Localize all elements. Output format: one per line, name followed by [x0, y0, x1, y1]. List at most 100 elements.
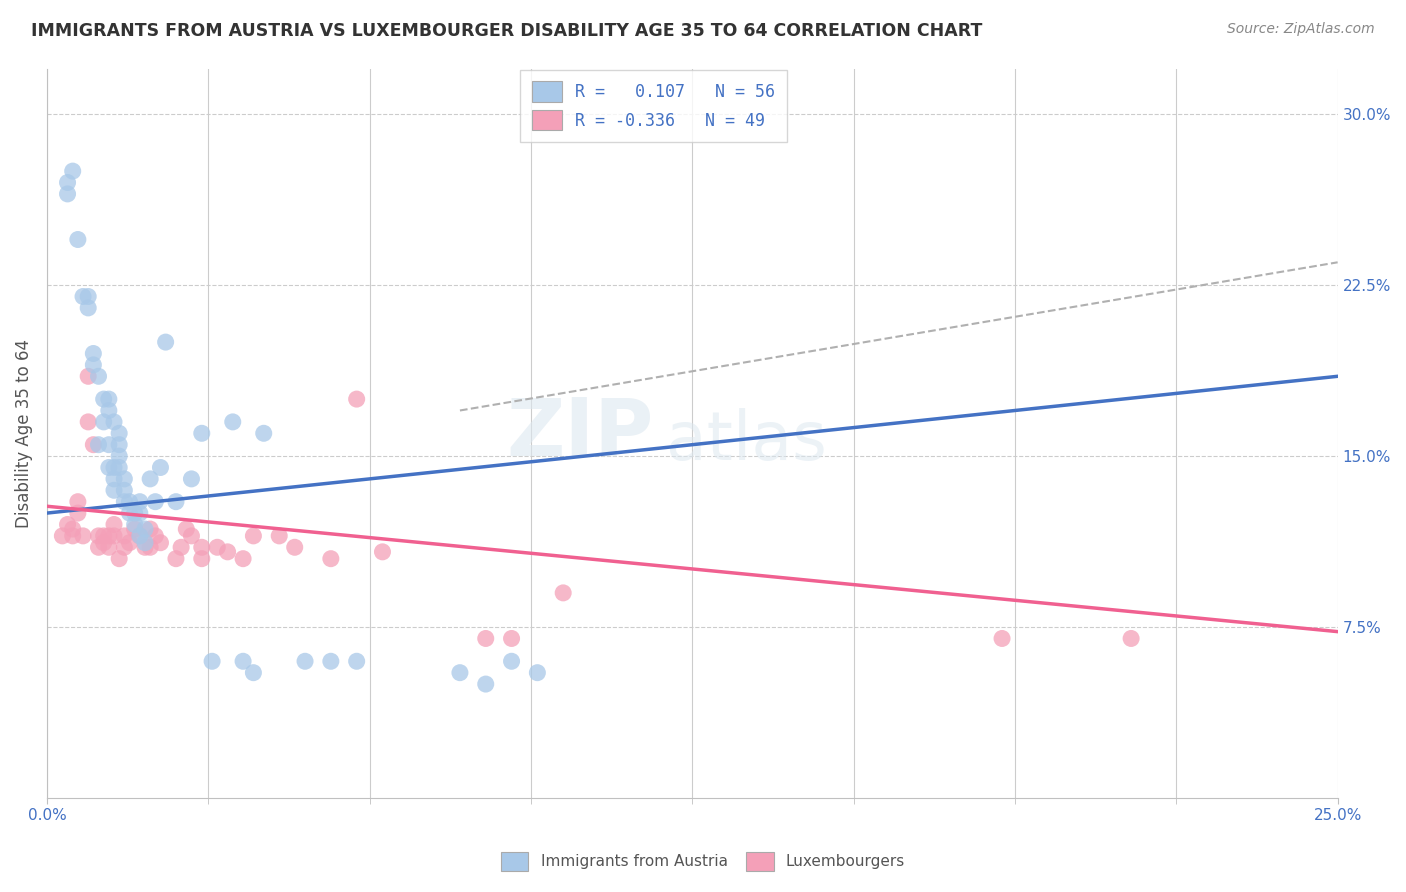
Point: [108, 449, 131, 463]
Point: [346, 392, 368, 406]
Point: [165, 494, 187, 508]
Point: [242, 529, 264, 543]
Point: [371, 545, 394, 559]
Point: [103, 529, 125, 543]
Point: [97, 541, 120, 555]
Point: [139, 472, 162, 486]
Point: [174, 522, 197, 536]
Point: [77, 301, 100, 315]
Point: [253, 426, 276, 441]
Text: atlas: atlas: [666, 408, 827, 474]
Point: [112, 483, 135, 498]
Point: [72, 289, 94, 303]
Point: [222, 415, 245, 429]
Point: [143, 529, 166, 543]
Point: [180, 472, 202, 486]
Point: [128, 529, 150, 543]
Point: [526, 665, 548, 680]
Point: [149, 535, 172, 549]
Point: [1119, 632, 1142, 646]
Point: [191, 426, 214, 441]
Point: [108, 426, 131, 441]
Point: [143, 494, 166, 508]
Point: [103, 460, 125, 475]
Point: [242, 665, 264, 680]
Point: [108, 551, 131, 566]
Point: [112, 494, 135, 508]
Point: [93, 392, 115, 406]
Point: [474, 632, 496, 646]
Point: [155, 335, 177, 350]
Point: [108, 438, 131, 452]
Point: [87, 369, 110, 384]
Point: [501, 632, 523, 646]
Point: [139, 541, 162, 555]
Point: [180, 529, 202, 543]
Point: [82, 358, 104, 372]
Point: [217, 545, 239, 559]
Point: [232, 654, 254, 668]
Point: [103, 483, 125, 498]
Point: [232, 551, 254, 566]
Point: [134, 541, 156, 555]
Point: [62, 522, 84, 536]
Point: [128, 506, 150, 520]
Point: [170, 541, 193, 555]
Point: [87, 541, 110, 555]
Point: [93, 535, 115, 549]
Point: [97, 438, 120, 452]
Point: [201, 654, 224, 668]
Point: [112, 541, 135, 555]
Point: [294, 654, 316, 668]
Point: [991, 632, 1014, 646]
Point: [72, 529, 94, 543]
Point: [77, 369, 100, 384]
Point: [87, 438, 110, 452]
Point: [62, 164, 84, 178]
Point: [97, 403, 120, 417]
Point: [118, 494, 141, 508]
Point: [77, 289, 100, 303]
Point: [449, 665, 471, 680]
Point: [149, 460, 172, 475]
Text: ZIP: ZIP: [506, 394, 654, 472]
Point: [66, 506, 89, 520]
Point: [124, 517, 146, 532]
Point: [501, 654, 523, 668]
Point: [346, 654, 368, 668]
Y-axis label: Disability Age 35 to 64: Disability Age 35 to 64: [15, 339, 32, 528]
Point: [269, 529, 291, 543]
Point: [103, 415, 125, 429]
Point: [191, 541, 214, 555]
Point: [134, 535, 156, 549]
Point: [56, 186, 79, 201]
Point: [319, 551, 342, 566]
Point: [128, 529, 150, 543]
Point: [474, 677, 496, 691]
Point: [118, 535, 141, 549]
Point: [165, 551, 187, 566]
Point: [97, 529, 120, 543]
Point: [66, 494, 89, 508]
Point: [108, 460, 131, 475]
Point: [93, 529, 115, 543]
Point: [191, 551, 214, 566]
Point: [134, 522, 156, 536]
Point: [553, 586, 575, 600]
Point: [93, 415, 115, 429]
Point: [118, 506, 141, 520]
Point: [207, 541, 229, 555]
Point: [56, 176, 79, 190]
Point: [51, 529, 73, 543]
Point: [319, 654, 342, 668]
Point: [77, 415, 100, 429]
Point: [97, 460, 120, 475]
Point: [124, 506, 146, 520]
Point: [66, 233, 89, 247]
Point: [56, 517, 79, 532]
Point: [139, 522, 162, 536]
Legend: Immigrants from Austria, Luxembourgers: Immigrants from Austria, Luxembourgers: [492, 843, 914, 880]
Point: [103, 517, 125, 532]
Point: [62, 529, 84, 543]
Point: [82, 438, 104, 452]
